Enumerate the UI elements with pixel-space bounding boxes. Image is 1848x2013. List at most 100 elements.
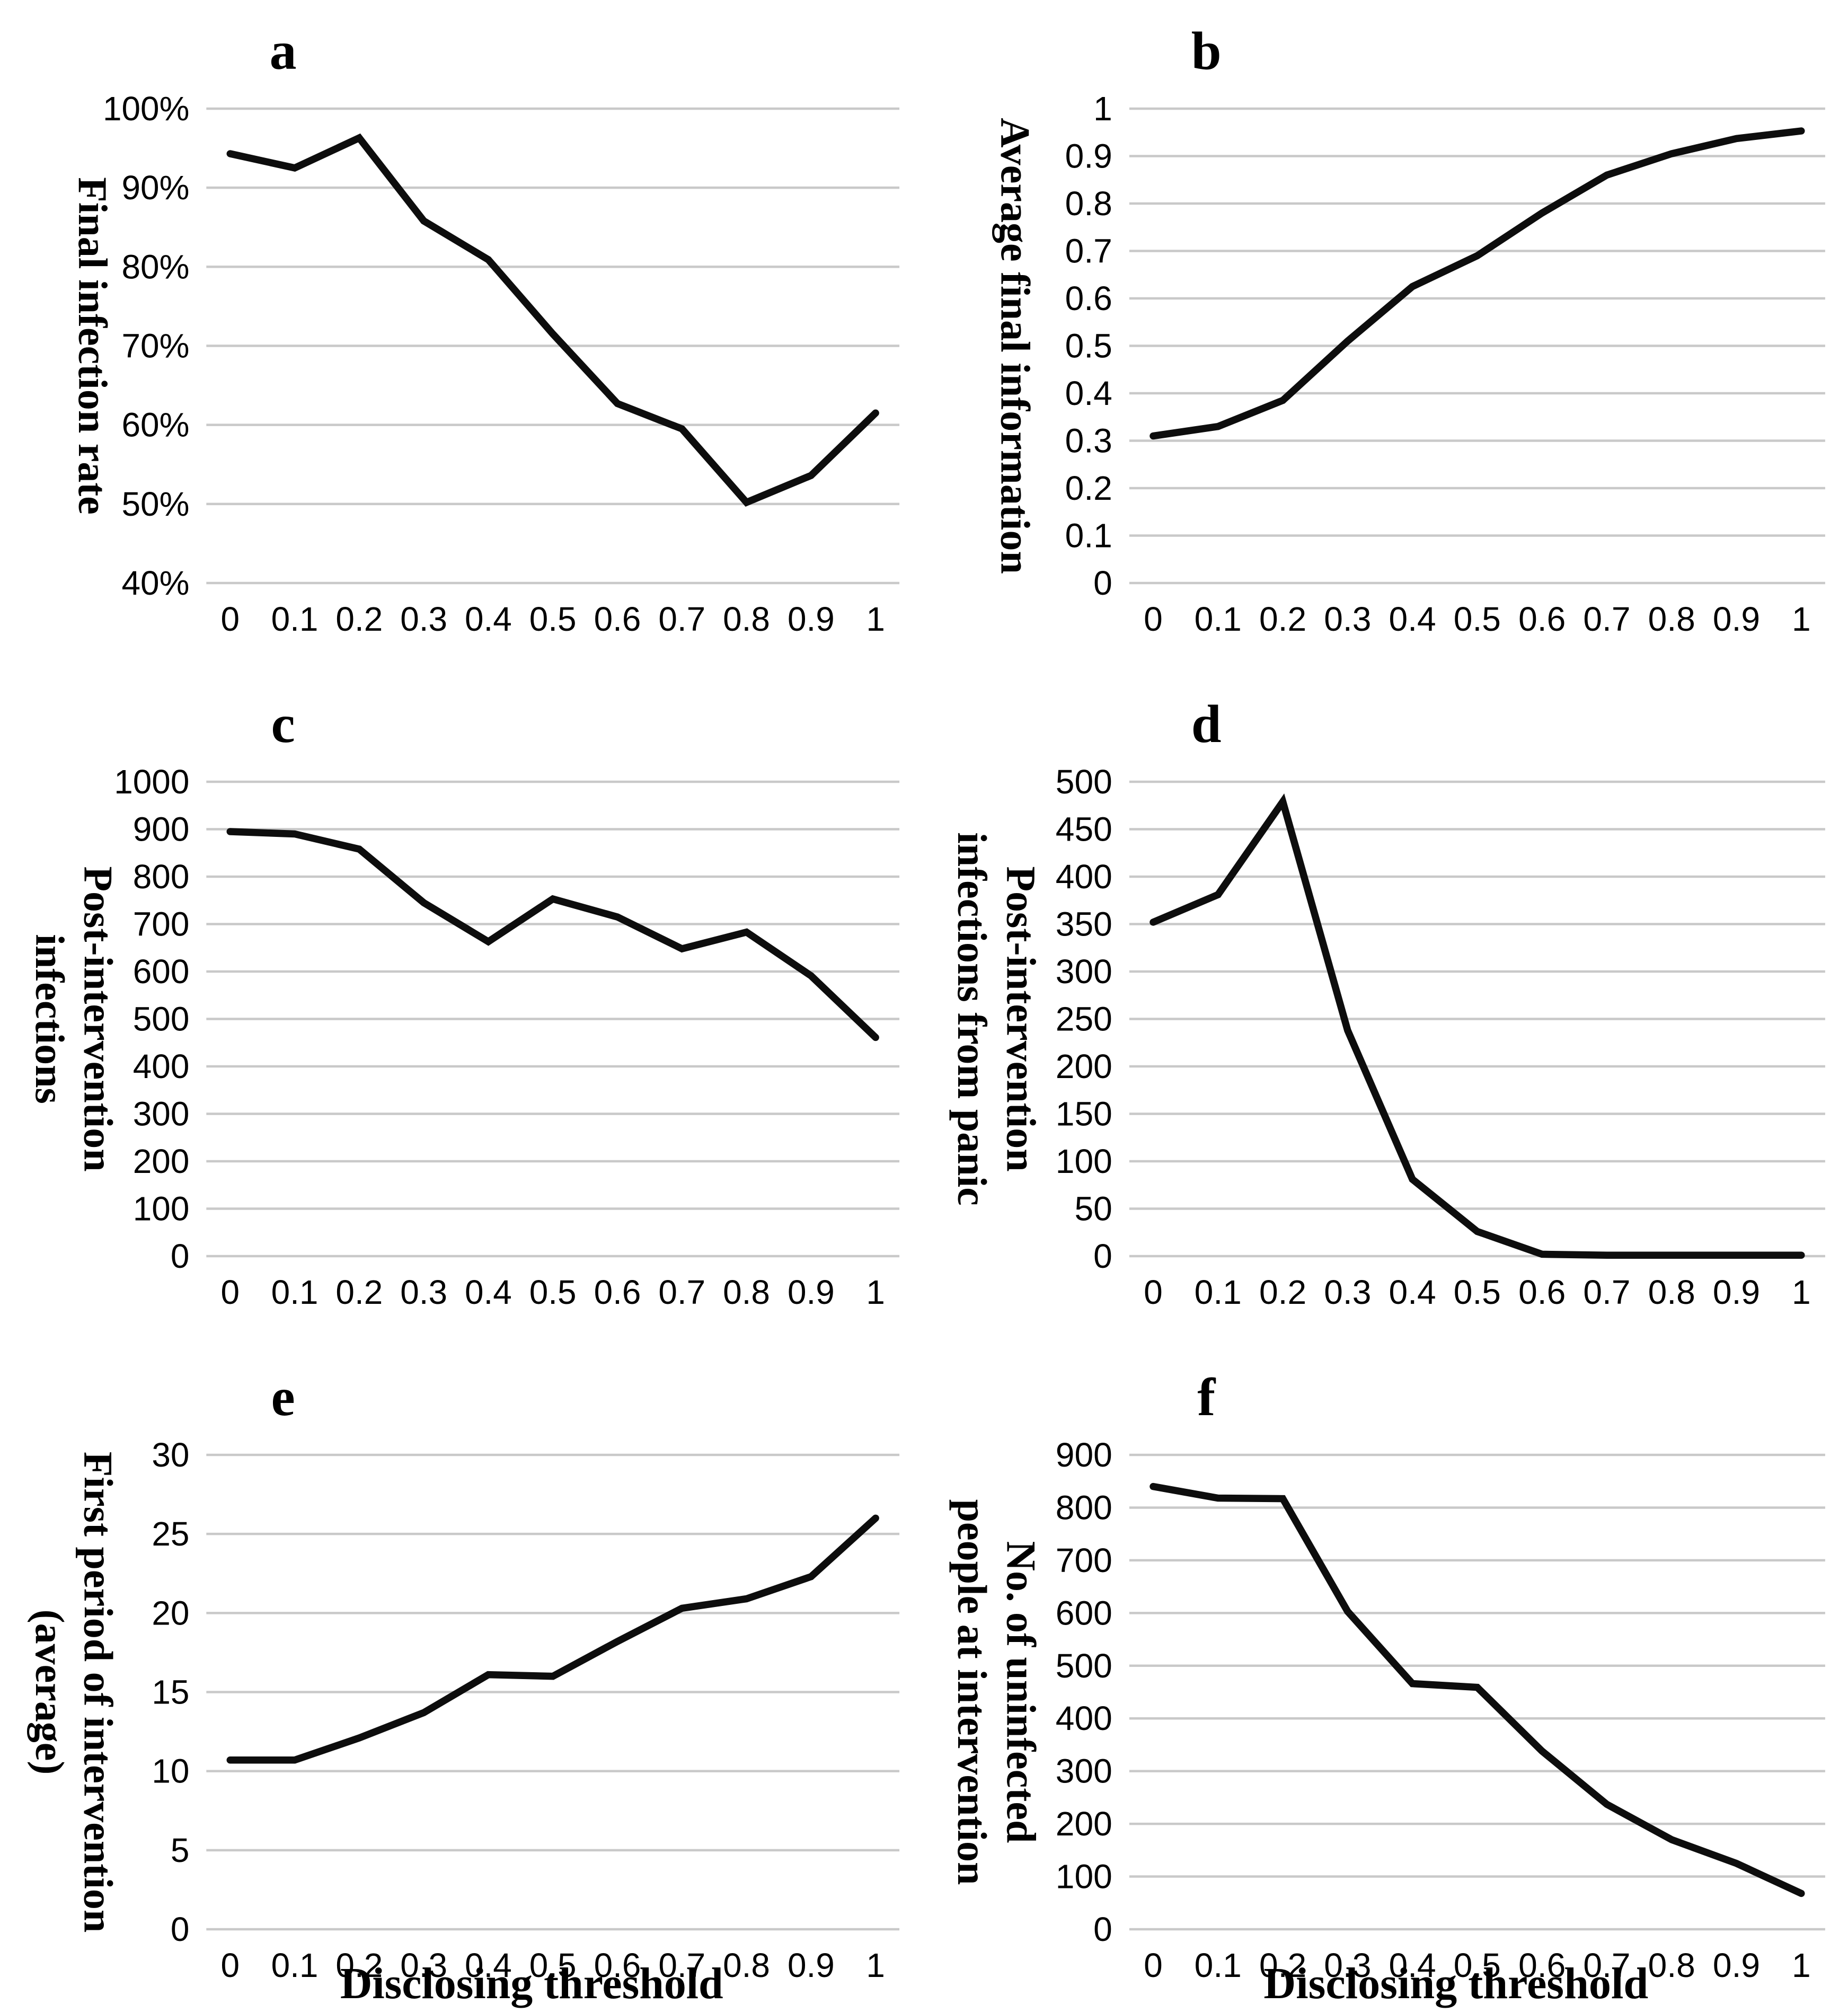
y-tick-label: 200 — [133, 1142, 190, 1180]
panel-a: 100% 90% 80% 70% 60% 50% 40% 0 0.1 0.2 0.3 0.4 0.5 0.… — [0, 0, 922, 673]
x-tick-label: 1 — [866, 1946, 885, 1984]
x-tick-label: 0.8 — [1648, 1273, 1695, 1311]
x-tick-label: 0.9 — [1713, 600, 1760, 638]
y-tick-label: 1 — [1093, 90, 1112, 128]
y-tick-label: 0 — [1093, 1237, 1112, 1275]
x-tick-label: 0.8 — [1648, 1946, 1695, 1984]
y-tick-label: 100% — [103, 90, 189, 128]
x-tick-label: 1 — [1792, 600, 1811, 638]
x-tick-label: 0 — [1144, 1946, 1163, 1984]
y-tick-label: 40% — [122, 564, 190, 602]
x-tick-label: 0.9 — [1713, 1273, 1760, 1311]
x-tick-label: 0.3 — [1324, 1946, 1371, 1984]
x-tick-label: 0.2 — [335, 1273, 383, 1311]
y-tick-label: 800 — [133, 858, 190, 896]
y-tick-label: 30 — [152, 1436, 189, 1474]
y-tick-label: 80% — [122, 248, 190, 286]
data-line — [1150, 127, 1805, 440]
x-tick-label: 0.5 — [529, 1273, 577, 1311]
y-tick-label: 60% — [122, 406, 190, 444]
x-tick-label: 0.4 — [465, 600, 512, 638]
x-tick-label: 0.2 — [1259, 1946, 1306, 1984]
y-tick-label: 700 — [1056, 1541, 1112, 1579]
panel-f-chart: 900 800 700 600 500 400 300 200 100 00 0.1 0.2 0.3 0.… — [949, 1367, 1825, 2008]
panel-letter: c — [271, 694, 295, 754]
y-tick-label: 700 — [133, 905, 190, 943]
x-tick-label: 0.6 — [594, 1946, 641, 1984]
x-tick-label: 1 — [1792, 1273, 1811, 1311]
y-tick-label: 800 — [1056, 1488, 1112, 1526]
y-tick-label: 70% — [122, 326, 190, 365]
x-tick-label: 0.1 — [271, 1946, 319, 1984]
x-tick-label: 0.2 — [335, 600, 383, 638]
y-tick-label: 0 — [1093, 564, 1112, 602]
panel-letter: f — [1197, 1367, 1216, 1427]
panel-d: 500 450 400 350 300 250 200 150 100 50 0 0 0.1 0.2 0.3… — [922, 673, 1848, 1346]
x-tick-label: 0.7 — [1583, 600, 1630, 638]
y-tick-label: 500 — [1056, 1647, 1112, 1685]
x-tick-label: 0.6 — [594, 600, 641, 638]
x-tick-label: 0.7 — [1583, 1273, 1630, 1311]
x-tick-label: 0.1 — [271, 1273, 319, 1311]
x-tick-label: 0 — [220, 1273, 240, 1311]
y-tick-label: 400 — [133, 1047, 190, 1085]
x-tick-label: 0.9 — [788, 1946, 835, 1984]
x-tick-label: 0.7 — [658, 600, 705, 638]
x-tick-label: 1 — [866, 1273, 885, 1311]
x-tick-label: 0.7 — [658, 1946, 705, 1984]
y-axis-title: First period of intervention(average) — [27, 1452, 121, 1933]
y-tick-label: 20 — [152, 1594, 189, 1632]
panel-b-chart: 1 0.9 0.8 0.7 0.6 0.5 0.4 0.3 0.2 0.1 00 0.1 0.2 0.3 0… — [992, 21, 1825, 638]
x-tick-label: 0.5 — [529, 1946, 577, 1984]
y-tick-label: 900 — [1056, 1436, 1112, 1474]
panel-letter: a — [270, 21, 297, 81]
x-tick-label: 0.3 — [1324, 600, 1371, 638]
panel-letter: b — [1191, 21, 1222, 81]
y-tick-label: 300 — [133, 1094, 190, 1133]
y-tick-label: 0 — [1093, 1910, 1112, 1948]
x-tick-label: 0.8 — [723, 600, 770, 638]
y-tick-label: 300 — [1056, 1752, 1112, 1790]
y-tick-label: 5 — [171, 1831, 190, 1869]
x-tick-label: 0.8 — [723, 1273, 770, 1311]
x-tick-label: 0.8 — [723, 1946, 770, 1984]
data-line — [226, 1514, 879, 1764]
x-tick-label: 1 — [866, 600, 885, 638]
x-tick-label: 0.4 — [465, 1946, 512, 1984]
data-line — [226, 133, 879, 507]
y-tick-label: 0.1 — [1065, 517, 1112, 555]
y-tick-label: 0.5 — [1065, 327, 1112, 365]
x-tick-label: 0.1 — [1195, 600, 1242, 638]
data-line — [1150, 1482, 1805, 1897]
y-tick-label: 0.7 — [1065, 232, 1112, 270]
y-tick-label: 10 — [152, 1752, 189, 1790]
y-tick-label: 200 — [1056, 1047, 1112, 1085]
panel-c: 1000 900 800 700 600 500 400 300 200 100 0 0 0.1 0.2 0… — [0, 673, 922, 1346]
panel-e: 30 25 20 15 10 5 0 0 0.1 0.2 0.3 0.4 0.5 0.6 0.7 0.8 0.9… — [0, 1346, 922, 2013]
x-tick-label: 0.5 — [1454, 1273, 1501, 1311]
x-tick-label: 0.7 — [658, 1273, 705, 1311]
y-tick-label: 0.6 — [1065, 279, 1112, 317]
y-tick-label: 50% — [122, 485, 190, 523]
y-tick-label: 0 — [171, 1237, 190, 1275]
x-tick-label: 0.6 — [594, 1273, 641, 1311]
y-tick-label: 500 — [133, 1000, 190, 1038]
x-tick-label: 0.4 — [1389, 1273, 1436, 1311]
y-tick-label: 100 — [133, 1189, 190, 1228]
x-tick-label: 0.4 — [1389, 1946, 1436, 1984]
x-tick-label: 0.8 — [1648, 600, 1695, 638]
y-tick-label: 0.3 — [1065, 422, 1112, 460]
y-tick-label: 500 — [1056, 763, 1112, 801]
x-tick-label: 0 — [1144, 600, 1163, 638]
y-tick-label: 15 — [152, 1673, 189, 1711]
y-tick-label: 400 — [1056, 858, 1112, 896]
y-tick-label: 250 — [1056, 1000, 1112, 1038]
x-tick-label: 0.3 — [1324, 1273, 1371, 1311]
y-tick-label: 150 — [1056, 1095, 1112, 1133]
x-tick-label: 1 — [1792, 1946, 1811, 1984]
x-tick-label: 0.6 — [1518, 1273, 1566, 1311]
y-tick-label: 50 — [1074, 1190, 1112, 1228]
panel-a-chart: 100% 90% 80% 70% 60% 50% 40% 0 0.1 0.2 0.3 0.4 0.5 0.… — [70, 21, 900, 638]
y-tick-label: 600 — [133, 952, 190, 991]
